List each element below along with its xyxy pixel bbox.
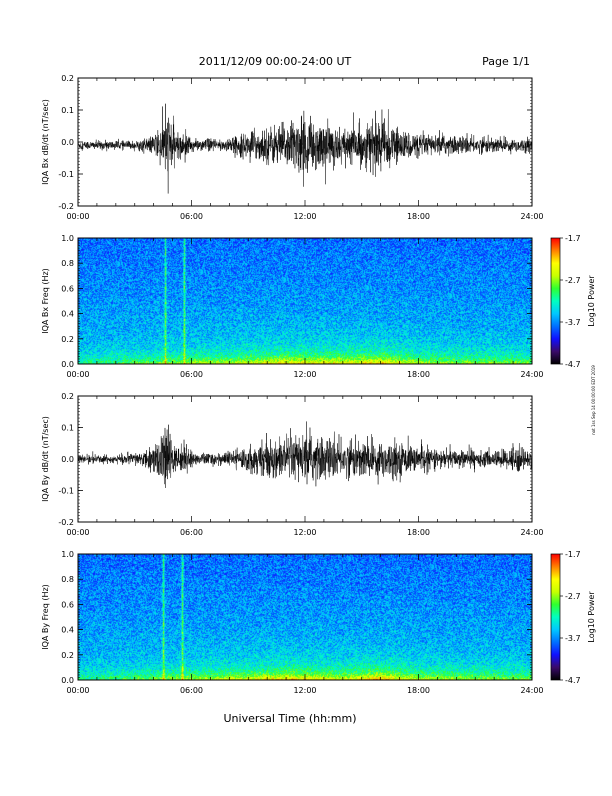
y-tick-label: 0.0 xyxy=(61,138,74,147)
x-tick-label: 00:00 xyxy=(66,528,89,537)
colorbar-tick-label: -1.7 xyxy=(565,234,581,243)
x-tick-label: 18:00 xyxy=(407,528,430,537)
x-tick-label: 12:00 xyxy=(293,212,316,221)
y-tick-label: 0.4 xyxy=(61,626,74,635)
y-tick-label: 0.0 xyxy=(61,676,74,685)
colorbar-tick-label: -3.7 xyxy=(565,318,581,327)
colorbar-gradient xyxy=(550,553,561,681)
y-tick-label: 0.6 xyxy=(61,600,74,609)
spectrogram-panel-2: 00:00 06:00 12:00 18:00 24:00 0.0 0.2 0.4 0.6 0.8… xyxy=(41,234,596,379)
colorbar-gradient xyxy=(550,237,561,365)
spectrogram-image xyxy=(78,554,532,680)
y-tick-label: 0.1 xyxy=(61,424,74,433)
x-tick-label: 24:00 xyxy=(520,212,543,221)
y-tick-label: 0.2 xyxy=(61,74,74,83)
colorbar: -1.7 -2.7 -3.7 -4.7 Log10 Power xyxy=(550,234,596,369)
x-tick-label: 18:00 xyxy=(407,212,430,221)
waveform-panel-1: 00:00 06:00 12:00 18:00 24:00 -0.2 -0.1 0.0 0.1 0… xyxy=(41,74,544,221)
x-tick-label: 12:00 xyxy=(293,370,316,379)
panels-group: 00:00 06:00 12:00 18:00 24:00 -0.2 -0.1 0.0 0.1 0… xyxy=(41,74,596,695)
y-tick-label: 0.2 xyxy=(61,335,74,344)
x-tick-label: 18:00 xyxy=(407,686,430,695)
waveform-panel-3: 00:00 06:00 12:00 18:00 24:00 -0.2 -0.1 0.0 0.1 0… xyxy=(41,392,544,537)
y-tick-label: 0.2 xyxy=(61,392,74,401)
x-tick-label: 00:00 xyxy=(66,212,89,221)
x-tick-label: 00:00 xyxy=(66,370,89,379)
y-tick-label: 0.0 xyxy=(61,455,74,464)
x-tick-label: 24:00 xyxy=(520,370,543,379)
spectrogram-panel-4: 00:00 06:00 12:00 18:00 24:00 0.0 0.2 0.4 0.6 0.8… xyxy=(41,550,596,695)
y-tick-label: 1.0 xyxy=(61,234,74,243)
y-axis-label: IQA By dB/dt (nT/sec) xyxy=(41,416,50,502)
colorbar-tick-label: -4.7 xyxy=(565,676,581,685)
x-tick-label: 06:00 xyxy=(180,686,203,695)
colorbar-tick-label: -1.7 xyxy=(565,550,581,559)
y-tick-label: 0.8 xyxy=(61,575,74,584)
colorbar-tick-label: -4.7 xyxy=(565,360,581,369)
x-tick-label: 06:00 xyxy=(180,212,203,221)
x-tick-label: 24:00 xyxy=(520,528,543,537)
x-tick-label: 00:00 xyxy=(66,686,89,695)
x-tick-label: 18:00 xyxy=(407,370,430,379)
y-tick-label: 0.6 xyxy=(61,284,74,293)
x-tick-label: 12:00 xyxy=(293,686,316,695)
y-tick-label: 0.0 xyxy=(61,360,74,369)
x-axis-title: Universal Time (hh:mm) xyxy=(224,712,357,725)
colorbar-tick-label: -2.7 xyxy=(565,592,581,601)
y-tick-label: 0.4 xyxy=(61,310,74,319)
y-tick-label: 1.0 xyxy=(61,550,74,559)
y-tick-label: 0.1 xyxy=(61,106,74,115)
y-tick-label: -0.2 xyxy=(58,518,74,527)
generation-stamp: not 1ss Sep 14 00:00:00 EDT 2019 xyxy=(591,365,596,435)
y-tick-label: -0.1 xyxy=(58,487,74,496)
waveform-trace xyxy=(77,421,533,488)
y-axis-label: IQA Bx Freq (Hz) xyxy=(41,268,50,334)
colorbar: -1.7 -2.7 -3.7 -4.7 Log10 Power xyxy=(550,550,596,685)
y-tick-label: -0.2 xyxy=(58,202,74,211)
y-tick-label: -0.1 xyxy=(58,170,74,179)
x-tick-label: 24:00 xyxy=(520,686,543,695)
y-axis-label: IQA By Freq (Hz) xyxy=(41,584,50,650)
colorbar-label: Log10 Power xyxy=(587,275,596,327)
colorbar-label: Log10 Power xyxy=(587,591,596,643)
x-tick-label: 12:00 xyxy=(293,528,316,537)
y-axis-label: IQA Bx dB/dt (nT/sec) xyxy=(41,99,50,185)
x-tick-label: 06:00 xyxy=(180,528,203,537)
waveform-trace xyxy=(77,103,533,194)
y-tick-label: 0.2 xyxy=(61,651,74,660)
y-tick-label: 0.8 xyxy=(61,259,74,268)
colorbar-tick-label: -2.7 xyxy=(565,276,581,285)
figure-title: 2011/12/09 00:00-24:00 UT xyxy=(199,55,352,68)
page-indicator: Page 1/1 xyxy=(482,55,530,68)
spectrogram-image xyxy=(78,238,532,364)
colorbar-tick-label: -3.7 xyxy=(565,634,581,643)
x-tick-label: 06:00 xyxy=(180,370,203,379)
